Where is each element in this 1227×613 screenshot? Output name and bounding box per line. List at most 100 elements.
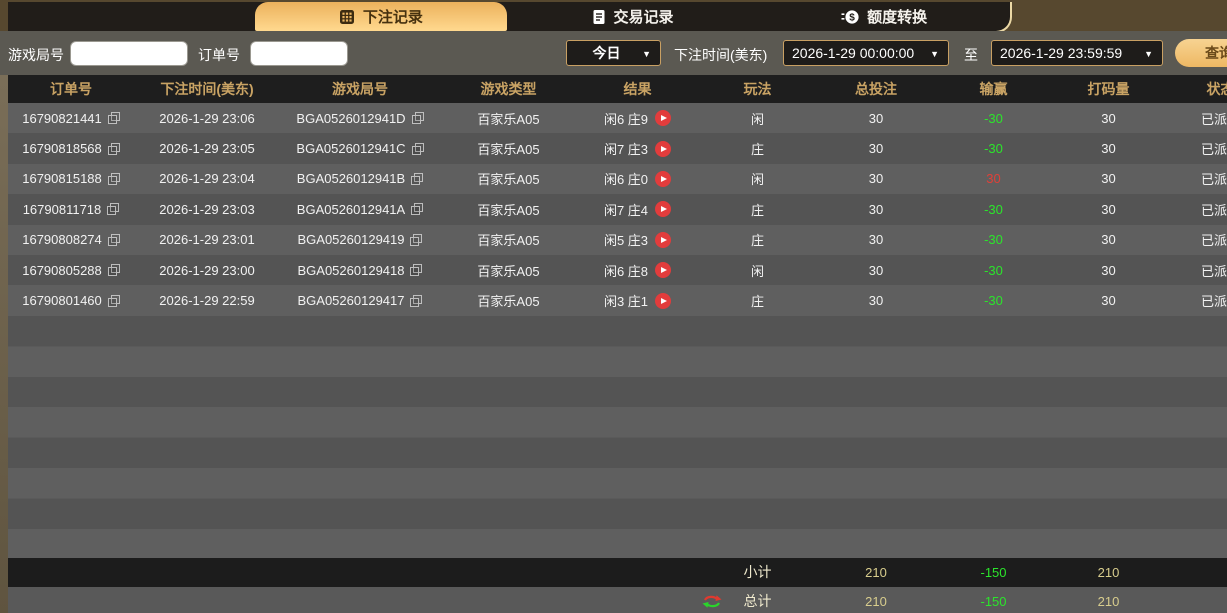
status: 已派彩 [1200,263,1227,279]
subtotal-turnover: 210 [1097,564,1120,580]
total-bet: 30 [868,201,884,217]
turnover: 30 [1101,141,1116,157]
play-type: 庄 [750,294,764,310]
copy-icon[interactable] [107,294,120,307]
document-icon [592,9,606,25]
order-number: 16790811718 [22,201,102,217]
result-text: 闲3 庄1 [603,294,649,310]
game-round: BGA05260129419 [297,232,405,248]
header-winloss: 输赢 [979,81,1008,97]
bet-time: 2026-1-29 23:06 [159,110,255,126]
tab-transaction-records[interactable]: 交易记录 [507,2,759,31]
copy-icon[interactable] [107,172,120,185]
table-row: 16790811718 2026-1-29 23:03 BGA052601294… [8,194,1227,225]
result-text: 闲5 庄3 [603,233,649,249]
game-round: BGA05260129418 [297,262,405,278]
play-video-icon[interactable] [655,170,672,187]
to-label: 至 [964,47,978,63]
winloss: -30 [984,141,1003,157]
turnover: 30 [1101,171,1116,187]
table-row: 16790808274 2026-1-29 23:01 BGA052601294… [8,224,1227,255]
total-turnover: 210 [1097,593,1120,609]
copy-icon[interactable] [410,233,423,246]
copy-icon[interactable] [107,264,120,277]
order-number: 16790821441 [22,110,102,126]
play-type: 庄 [750,202,764,218]
copy-icon[interactable] [411,172,424,185]
game-round: BGA0526012941A [296,201,406,217]
order-number: 16790818568 [22,141,102,157]
bet-time: 2026-1-29 23:01 [159,232,255,248]
copy-icon[interactable] [107,142,120,155]
date-range-select[interactable]: 今日 ▼ [566,40,661,66]
copy-icon[interactable] [411,142,424,155]
table-row: 16790805288 2026-1-29 23:00 BGA052601294… [8,254,1227,286]
tab-label: 下注记录 [362,9,423,26]
table-row: 16790815188 2026-1-29 23:04 BGA052601294… [8,163,1227,195]
total-bet: 30 [868,232,884,248]
copy-icon[interactable] [411,203,424,216]
table-header-row: 订单号 下注时间(美东) 游戏局号 游戏类型 结果 玩法 总投注 输赢 打码量 … [8,75,1227,103]
turnover: 30 [1101,293,1116,309]
total-row: 总计 210 -150 210 [8,586,1227,613]
winloss: 30 [986,171,1001,187]
copy-icon[interactable] [410,294,423,307]
table-row: 16790821441 2026-1-29 23:06 BGA052601294… [8,103,1227,134]
filter-bar: 游戏局号 订单号 今日 ▼ 下注时间(美东) 2026-1-29 00:00:0… [0,31,1227,75]
play-video-icon[interactable] [655,262,672,279]
play-video-icon[interactable] [655,292,672,309]
header-play: 玩法 [743,81,772,97]
play-video-icon[interactable] [655,110,672,127]
subtotal-row: 小计 210 -150 210 [8,557,1227,587]
total-label: 总计 [743,593,772,610]
copy-icon[interactable] [410,264,423,277]
status: 已派彩 [1200,142,1227,158]
tab-betting-records[interactable]: 下注记录 [255,2,507,31]
start-time-select[interactable]: 2026-1-29 00:00:00 ▼ [783,40,949,66]
game-type: 百家乐A05 [477,172,540,188]
end-time-select[interactable]: 2026-1-29 23:59:59 ▼ [991,40,1163,66]
start-time-value: 2026-1-29 00:00:00 [792,45,915,61]
game-round-input[interactable] [70,40,188,66]
order-no-input[interactable] [250,40,348,66]
tab-quota-transfer[interactable]: $ 额度转换 [758,2,1010,31]
tab-bar: 下注记录 交易记录 $ 额度转换 [8,2,1012,33]
game-round: BGA0526012941C [296,141,406,157]
search-button[interactable]: 查询 [1175,39,1227,67]
turnover: 30 [1101,232,1116,248]
table-row: 16790801460 2026-1-29 22:59 BGA052601294… [8,285,1227,316]
result-text: 闲7 庄4 [603,202,649,218]
bet-time: 2026-1-29 23:04 [159,171,255,187]
header-status: 状态 [1206,81,1227,97]
status: 已派彩 [1200,233,1227,249]
play-video-icon[interactable] [655,140,672,157]
total-bet: 30 [868,262,884,278]
order-no-label: 订单号 [198,47,240,63]
turnover: 30 [1101,262,1116,278]
copy-icon[interactable] [107,233,120,246]
subtotal-winloss: -150 [980,564,1007,580]
result-text: 闲7 庄3 [603,142,649,158]
play-video-icon[interactable] [655,201,672,218]
game-round: BGA0526012941B [296,171,406,187]
copy-icon[interactable] [107,203,120,216]
result-text: 闲6 庄9 [603,111,649,127]
copy-icon[interactable] [107,112,120,125]
subtotal-bet: 210 [865,564,887,580]
money-exchange-icon: $ [841,9,859,25]
play-video-icon[interactable] [655,231,672,248]
winloss: -30 [984,110,1003,126]
order-number: 16790805288 [22,262,102,278]
total-bet: 30 [868,293,884,309]
status: 已派彩 [1200,172,1227,188]
game-type: 百家乐A05 [477,142,540,158]
play-type: 闲 [750,172,764,188]
copy-icon[interactable] [411,112,424,125]
total-bet: 30 [868,171,884,187]
game-round: BGA0526012941D [296,110,406,126]
end-time-value: 2026-1-29 23:59:59 [1000,45,1123,61]
result-text: 闲6 庄8 [603,263,649,279]
order-number: 16790801460 [22,293,102,309]
bet-time: 2026-1-29 23:03 [159,201,255,217]
bet-time: 2026-1-29 23:00 [159,262,255,278]
